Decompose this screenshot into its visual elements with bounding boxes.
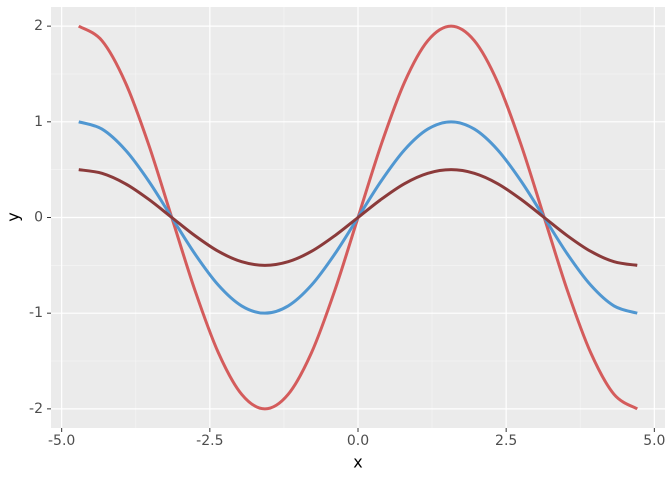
- y-tick-label: -1: [29, 305, 43, 321]
- y-axis-title: y: [4, 212, 23, 221]
- line: [78, 168, 638, 267]
- y-tick-label: 0: [34, 210, 43, 226]
- y-tick-label: 2: [34, 18, 43, 34]
- x-tick-label: -5.0: [48, 433, 75, 449]
- y-tick-label: 1: [34, 114, 43, 130]
- x-tick-label: -2.5: [196, 433, 223, 449]
- x-tick-label: 2.5: [495, 433, 517, 449]
- y-tick-label: -2: [29, 401, 43, 417]
- x-tick-label: 0.0: [347, 433, 369, 449]
- x-axis-title: x: [353, 453, 362, 472]
- x-tick-label: 5.0: [643, 433, 665, 449]
